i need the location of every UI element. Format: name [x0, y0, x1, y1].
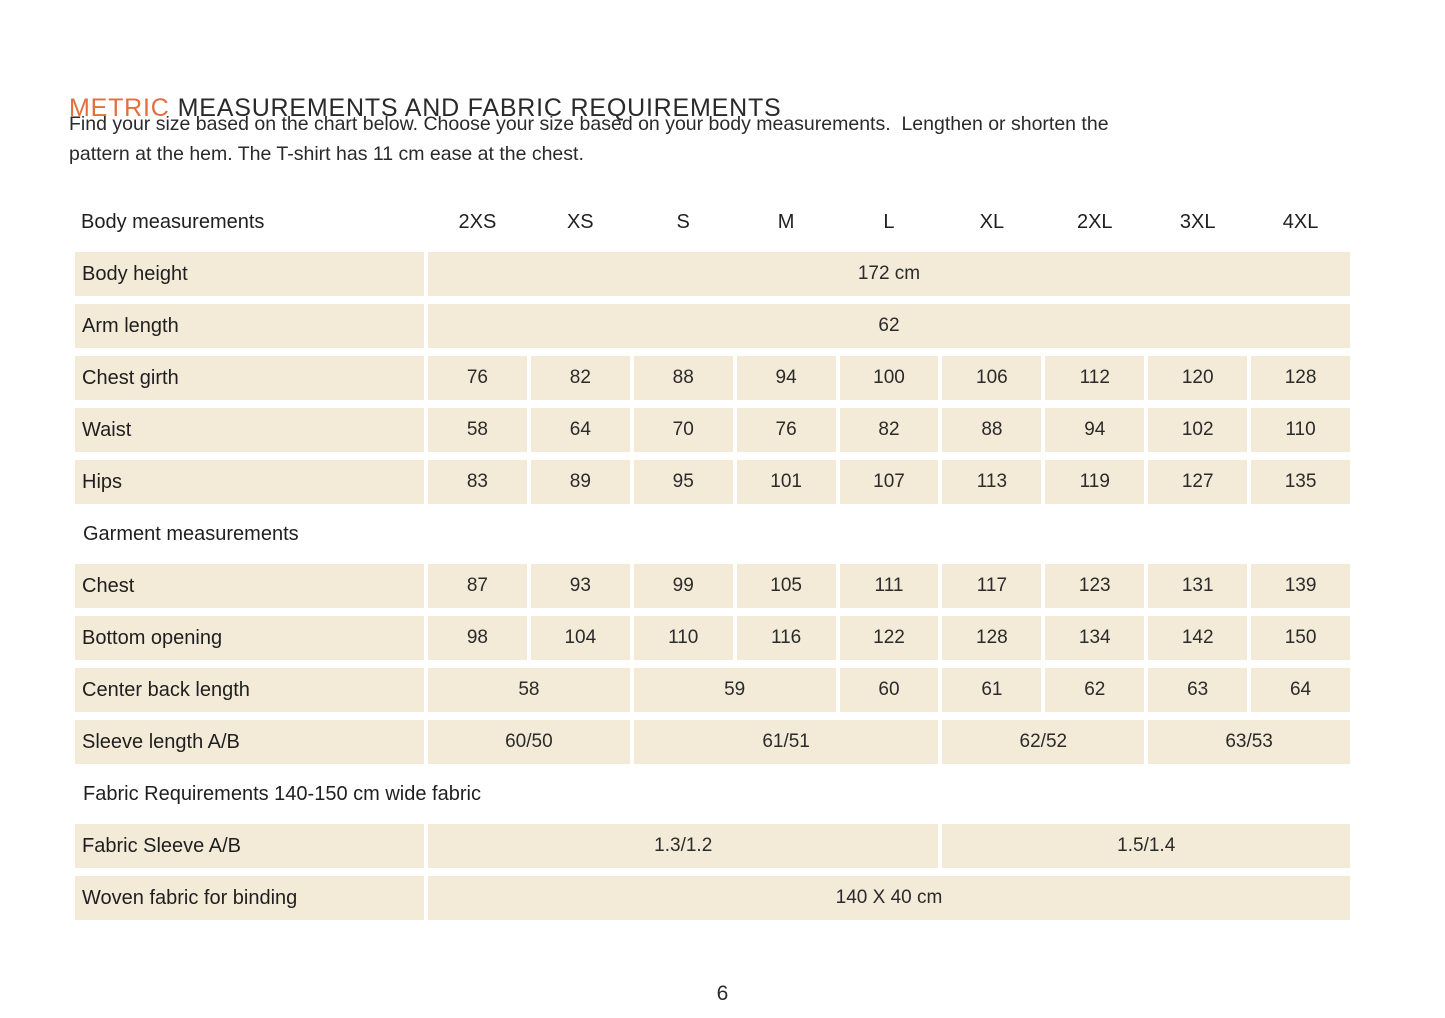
page-number: 6 — [716, 982, 729, 1005]
row-label: Woven fabric for binding — [75, 876, 424, 920]
table-header-label: Body measurements — [81, 210, 265, 233]
table-cell: 150 — [1251, 616, 1350, 660]
table-cell: 113 — [942, 460, 1042, 504]
section-title: Garment measurements — [83, 522, 299, 545]
table-cell: 76 — [428, 356, 527, 400]
table-cell: 122 — [839, 616, 939, 660]
row-label: Fabric Sleeve A/B — [75, 824, 424, 868]
table-cell: 134 — [1045, 616, 1145, 660]
table-cell: 60 — [839, 668, 939, 712]
table-cell: 87 — [428, 564, 527, 608]
row-label: Body height — [75, 252, 424, 296]
table-cell: 123 — [1045, 564, 1145, 608]
table-cell: 76 — [736, 408, 836, 452]
table-cell: 82 — [839, 408, 939, 452]
table-cell: 58 — [428, 408, 527, 452]
table-cell: 89 — [530, 460, 630, 504]
table-cell: 140 X 40 cm — [428, 876, 1350, 920]
row-label: Center back length — [75, 668, 424, 712]
table-cell: 116 — [736, 616, 836, 660]
table-cell: 120 — [1148, 356, 1248, 400]
table-cell: 58 — [428, 668, 630, 712]
row-label: Waist — [75, 408, 424, 452]
table-cell: 88 — [633, 356, 733, 400]
table-cell: 107 — [839, 460, 939, 504]
size-column-header: 4XL — [1282, 210, 1319, 233]
size-column-header: S — [676, 210, 690, 233]
table-cell: 61 — [942, 668, 1042, 712]
table-cell: 106 — [942, 356, 1042, 400]
table-cell: 60/50 — [428, 720, 630, 764]
intro-line-1: Find your size based on the chart below.… — [69, 113, 1109, 135]
row-label: Arm length — [75, 304, 424, 348]
table-cell: 94 — [736, 356, 836, 400]
table-cell: 94 — [1045, 408, 1145, 452]
table-cell: 117 — [942, 564, 1042, 608]
table-cell: 110 — [1251, 408, 1350, 452]
table-cell: 105 — [736, 564, 836, 608]
intro-line-2: pattern at the hem. The T-shirt has 11 c… — [69, 142, 584, 165]
row-label: Chest — [75, 564, 424, 608]
size-column-header: 2XS — [458, 210, 497, 233]
size-column-header: XS — [566, 210, 594, 233]
table-cell: 111 — [839, 564, 939, 608]
table-cell: 1.3/1.2 — [428, 824, 939, 868]
page-title: METRIC MEASUREMENTS AND FABRIC REQUIREMEN… — [69, 94, 782, 123]
table-cell: 62/52 — [942, 720, 1145, 764]
row-label: Bottom opening — [75, 616, 424, 660]
table-cell: 99 — [633, 564, 733, 608]
table-cell: 64 — [530, 408, 630, 452]
table-cell: 63/53 — [1148, 720, 1350, 764]
table-cell: 70 — [633, 408, 733, 452]
table-cell: 139 — [1251, 564, 1350, 608]
size-column-header: XL — [979, 210, 1005, 233]
table-cell: 172 cm — [428, 252, 1350, 296]
table-cell: 95 — [633, 460, 733, 504]
table-cell: 1.5/1.4 — [942, 824, 1350, 868]
table-cell: 82 — [530, 356, 630, 400]
size-column-header: 2XL — [1076, 210, 1113, 233]
table-cell: 83 — [428, 460, 527, 504]
table-cell: 127 — [1148, 460, 1248, 504]
table-cell: 100 — [839, 356, 939, 400]
size-column-header: M — [777, 210, 795, 233]
table-cell: 131 — [1148, 564, 1248, 608]
table-cell: 104 — [530, 616, 630, 660]
page-title-rest: MEASUREMENTS AND FABRIC REQUIREMENTS — [177, 93, 782, 122]
table-cell: 128 — [1251, 356, 1350, 400]
table-cell: 62 — [1045, 668, 1145, 712]
row-label: Sleeve length A/B — [75, 720, 424, 764]
table-cell: 98 — [428, 616, 527, 660]
table-cell: 63 — [1148, 668, 1248, 712]
page-title-accent: METRIC — [69, 93, 170, 122]
table-cell: 112 — [1045, 356, 1145, 400]
table-cell: 93 — [530, 564, 630, 608]
table-cell: 110 — [633, 616, 733, 660]
table-cell: 64 — [1251, 668, 1350, 712]
row-label: Hips — [75, 460, 424, 504]
table-cell: 119 — [1045, 460, 1145, 504]
table-cell: 59 — [633, 668, 836, 712]
size-table: Body measurements 2XS XS S M L XL 2XL 3XL 4XL Body… — [75, 200, 1350, 920]
table-cell: 62 — [428, 304, 1350, 348]
section-title: Fabric Requirements 140-150 cm wide fabr… — [83, 782, 481, 805]
row-label: Chest girth — [75, 356, 424, 400]
table-cell: 128 — [942, 616, 1042, 660]
size-column-header: L — [883, 210, 895, 233]
table-cell: 88 — [942, 408, 1042, 452]
table-cell: 61/51 — [633, 720, 939, 764]
size-column-header: 3XL — [1179, 210, 1216, 233]
table-cell: 135 — [1251, 460, 1350, 504]
table-cell: 102 — [1148, 408, 1248, 452]
table-cell: 101 — [736, 460, 836, 504]
intro-text: Find your size based on the chart below.… — [69, 110, 1389, 169]
table-cell: 142 — [1148, 616, 1248, 660]
